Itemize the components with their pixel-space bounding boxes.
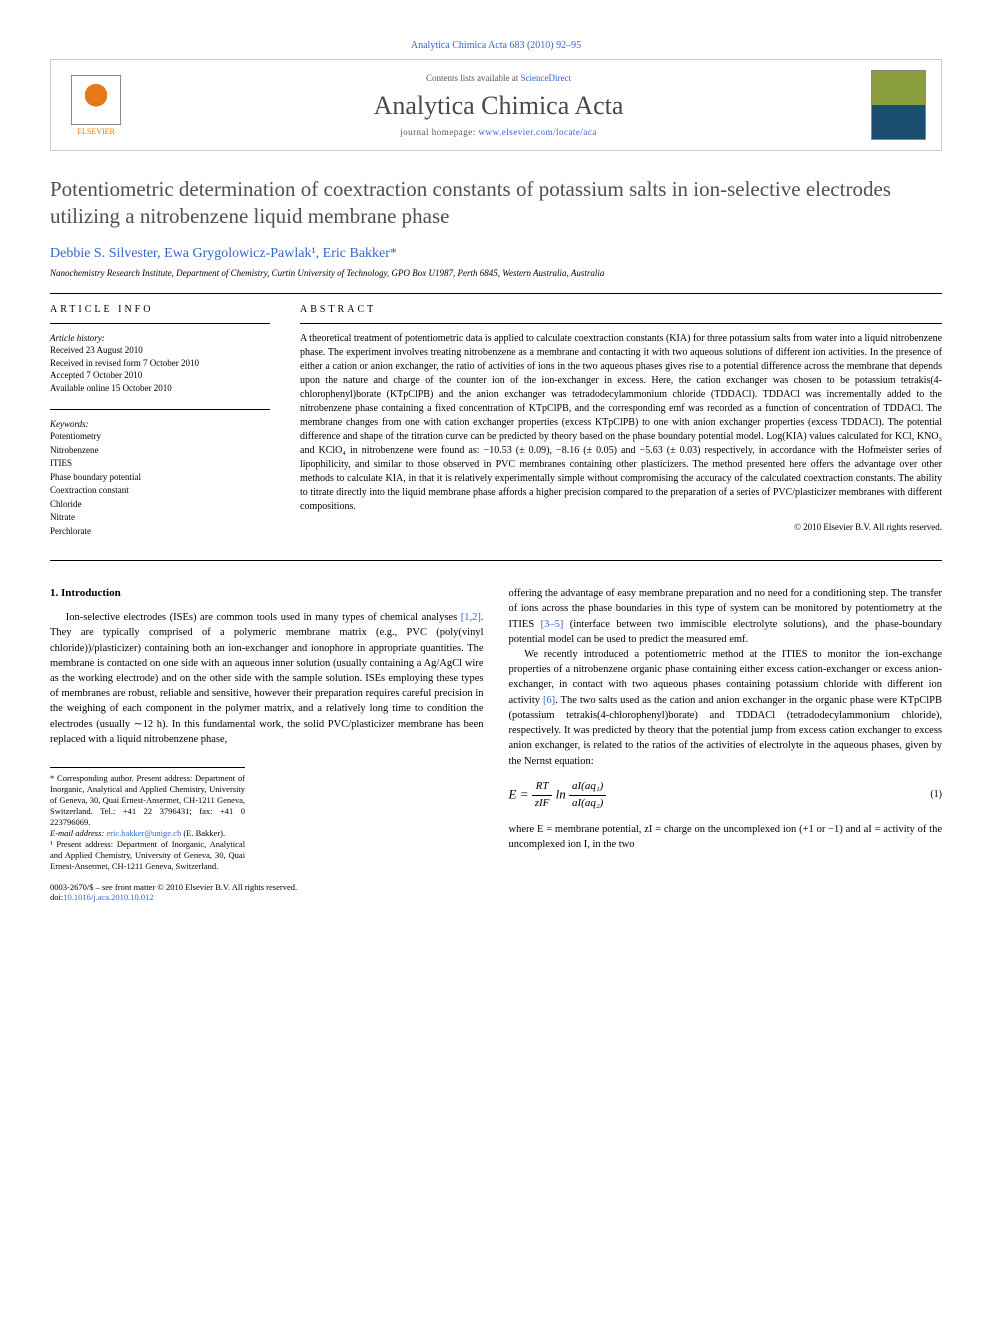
article-title: Potentiometric determination of coextrac…: [50, 176, 942, 231]
abstract-copyright: © 2010 Elsevier B.V. All rights reserved…: [300, 522, 942, 532]
affiliation: Nanochemistry Research Institute, Depart…: [50, 268, 942, 278]
section-1-title: 1. Introduction: [50, 586, 484, 602]
corresponding-author-note: * Corresponding author. Present address:…: [50, 773, 245, 828]
keyword: Coextraction constant: [50, 484, 270, 498]
homepage-link[interactable]: www.elsevier.com/locate/aca: [479, 127, 597, 137]
contents-available-line: Contents lists available at ScienceDirec…: [126, 73, 871, 83]
eq-fraction-1: RTzIF: [532, 779, 553, 812]
header-center: Contents lists available at ScienceDirec…: [126, 73, 871, 137]
elsevier-logo: ELSEVIER: [66, 75, 126, 136]
email-link[interactable]: eric.bakker@unige.ch: [106, 828, 181, 838]
divider: [50, 323, 270, 324]
eq-lhs: E =: [509, 786, 532, 801]
homepage-line: journal homepage: www.elsevier.com/locat…: [126, 127, 871, 137]
abstract-text: A theoretical treatment of potentiometri…: [300, 332, 942, 514]
eq-denominator: aI(aq₂): [569, 796, 606, 812]
online-date: Available online 15 October 2010: [50, 382, 270, 395]
body-columns: 1. Introduction Ion-selective electrodes…: [50, 586, 942, 872]
author-link[interactable]: Debbie S. Silvester, Ewa Grygolowicz-Paw…: [50, 246, 397, 261]
article-info-heading: ARTICLE INFO: [50, 304, 270, 315]
doi-link[interactable]: 10.1016/j.aca.2010.10.012: [63, 892, 153, 902]
equation-1: E = RTzIF ln aI(aq₁)aI(aq₂) (1): [509, 779, 943, 812]
received-date: Received 23 August 2010: [50, 344, 270, 357]
keyword: ITIES: [50, 457, 270, 471]
footnote-1: ¹ Present address: Department of Inorgan…: [50, 839, 245, 872]
body-paragraph: where E = membrane potential, zI = charg…: [509, 822, 943, 852]
body-paragraph: We recently introduced a potentiometric …: [509, 647, 943, 769]
article-info-column: ARTICLE INFO Article history: Received 2…: [50, 304, 270, 553]
citation-link[interactable]: [1,2]: [461, 612, 481, 623]
keyword: Phase boundary potential: [50, 471, 270, 485]
email-label: E-mail address:: [50, 828, 106, 838]
body-right-column: offering the advantage of easy membrane …: [509, 586, 943, 872]
divider: [300, 323, 942, 324]
journal-name: Analytica Chimica Acta: [126, 91, 871, 121]
journal-cover-thumbnail: [871, 70, 926, 140]
elsevier-tree-icon: [71, 75, 121, 125]
history-label: Article history:: [50, 332, 270, 345]
keyword: Nitrate: [50, 511, 270, 525]
body-paragraph: Ion-selective electrodes (ISEs) are comm…: [50, 610, 484, 747]
body-left-column: 1. Introduction Ion-selective electrodes…: [50, 586, 484, 872]
authors-line: Debbie S. Silvester, Ewa Grygolowicz-Paw…: [50, 246, 942, 262]
email-line: E-mail address: eric.bakker@unige.ch (E.…: [50, 828, 245, 839]
equation-number: (1): [930, 788, 942, 803]
divider: [50, 560, 942, 561]
homepage-prefix: journal homepage:: [400, 127, 478, 137]
keywords-label: Keywords:: [50, 418, 270, 431]
keyword: Potentiometry: [50, 430, 270, 444]
keywords-block: Keywords: Potentiometry Nitrobenzene ITI…: [50, 418, 270, 539]
footnotes-block: * Corresponding author. Present address:…: [50, 767, 245, 872]
eq-mid: ln: [552, 786, 569, 801]
revised-date: Received in revised form 7 October 2010: [50, 357, 270, 370]
elsevier-label: ELSEVIER: [66, 127, 126, 136]
journal-citation: Analytica Chimica Acta 683 (2010) 92–95: [50, 40, 942, 51]
eq-denominator: zIF: [532, 796, 553, 812]
citation-link[interactable]: [6]: [543, 695, 555, 706]
accepted-date: Accepted 7 October 2010: [50, 369, 270, 382]
sciencedirect-link[interactable]: ScienceDirect: [521, 73, 571, 83]
abstract-heading: ABSTRACT: [300, 304, 942, 315]
eq-fraction-2: aI(aq₁)aI(aq₂): [569, 779, 606, 812]
keyword: Nitrobenzene: [50, 444, 270, 458]
eq-numerator: aI(aq₁): [569, 779, 606, 796]
abstract-column: ABSTRACT A theoretical treatment of pote…: [300, 304, 942, 553]
keyword: Perchlorate: [50, 525, 270, 539]
footer-copyright: 0003-2670/$ – see front matter © 2010 El…: [50, 882, 942, 902]
doi-line: doi:10.1016/j.aca.2010.10.012: [50, 892, 942, 902]
equation-expression: E = RTzIF ln aI(aq₁)aI(aq₂): [509, 779, 607, 812]
article-history-block: Article history: Received 23 August 2010…: [50, 332, 270, 395]
divider: [50, 409, 270, 410]
email-suffix: (E. Bakker).: [181, 828, 225, 838]
contents-prefix: Contents lists available at: [426, 73, 520, 83]
keyword: Chloride: [50, 498, 270, 512]
info-abstract-row: ARTICLE INFO Article history: Received 2…: [50, 304, 942, 553]
body-paragraph: offering the advantage of easy membrane …: [509, 586, 943, 647]
citation-link[interactable]: [3–5]: [541, 619, 564, 630]
doi-label: doi:: [50, 892, 63, 902]
divider: [50, 293, 942, 294]
eq-numerator: RT: [532, 779, 553, 796]
keywords-list: Potentiometry Nitrobenzene ITIES Phase b…: [50, 430, 270, 538]
front-matter-line: 0003-2670/$ – see front matter © 2010 El…: [50, 882, 942, 892]
journal-header-box: ELSEVIER Contents lists available at Sci…: [50, 59, 942, 151]
